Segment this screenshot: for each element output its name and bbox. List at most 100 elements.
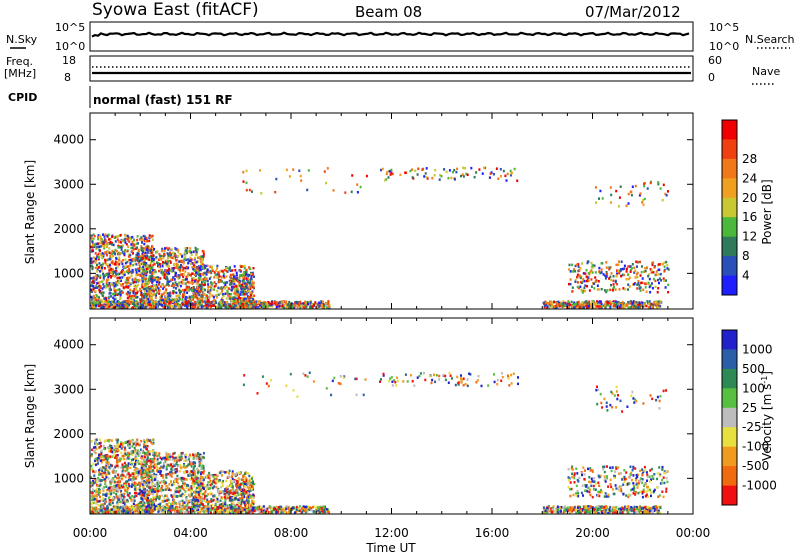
data-cell	[242, 285, 245, 288]
data-cell	[135, 293, 138, 296]
data-cell	[94, 277, 97, 281]
data-cell	[245, 181, 248, 185]
data-cell	[175, 264, 178, 267]
data-cell	[152, 258, 155, 262]
data-cell	[106, 234, 109, 238]
data-cell	[224, 292, 227, 296]
data-cell	[248, 188, 251, 192]
data-cell	[583, 289, 586, 293]
data-cell	[148, 289, 151, 293]
data-cell	[608, 277, 611, 280]
data-cell	[148, 239, 151, 243]
data-cell	[224, 281, 227, 284]
data-cell	[607, 304, 610, 307]
data-cell	[100, 291, 103, 295]
data-cell	[94, 446, 97, 449]
data-cell	[550, 300, 553, 304]
data-cell	[605, 261, 608, 264]
data-cell	[643, 182, 645, 185]
data-cell	[623, 273, 626, 277]
data-cell	[131, 481, 134, 485]
data-cell	[140, 495, 143, 499]
data-cell	[139, 493, 142, 497]
data-cell	[133, 499, 136, 502]
data-cell	[390, 168, 393, 172]
data-cell	[102, 493, 105, 496]
data-cell	[246, 289, 249, 292]
data-cell	[587, 279, 590, 283]
data-cell	[234, 301, 237, 305]
data-cell	[179, 298, 181, 301]
data-cell	[221, 302, 224, 306]
data-cell	[113, 485, 116, 488]
data-cell	[168, 488, 171, 491]
data-cell	[163, 249, 166, 252]
data-cell	[167, 269, 170, 272]
data-cell	[238, 302, 241, 305]
data-cell	[184, 266, 187, 270]
data-cell	[135, 494, 138, 498]
data-cell	[244, 270, 247, 274]
data-cell	[105, 303, 108, 306]
data-cell	[255, 304, 258, 307]
data-cell	[574, 264, 577, 268]
data-cell	[665, 279, 667, 282]
data-cell	[175, 298, 178, 302]
data-cell	[248, 289, 251, 292]
data-cell	[323, 170, 326, 173]
data-cell	[327, 303, 330, 307]
data-cell	[158, 452, 161, 455]
data-cell	[164, 295, 167, 298]
data-cell	[138, 501, 141, 505]
data-cell	[91, 301, 94, 305]
data-cell	[104, 482, 107, 486]
data-cell	[129, 262, 132, 265]
data-cell	[159, 472, 162, 475]
data-cell	[248, 282, 251, 285]
data-cell	[252, 281, 255, 284]
data-cell	[243, 271, 246, 274]
data-cell	[141, 303, 144, 307]
data-cell	[588, 289, 591, 292]
data-cell	[620, 274, 623, 278]
data-cell	[658, 273, 661, 276]
data-cell	[175, 262, 178, 266]
data-cell	[142, 306, 145, 310]
data-cell	[206, 279, 209, 283]
data-cell	[655, 270, 658, 273]
data-cell	[129, 264, 132, 268]
data-cell	[666, 263, 669, 267]
data-cell	[516, 179, 519, 182]
data-cell	[592, 266, 595, 269]
data-cell	[439, 173, 441, 177]
data-cell	[217, 280, 220, 284]
data-cell	[649, 268, 652, 271]
data-cell	[116, 252, 119, 256]
data-cell	[655, 303, 657, 306]
data-cell	[297, 301, 300, 304]
data-cell	[121, 445, 124, 449]
data-cell	[627, 265, 630, 268]
data-cell	[204, 264, 206, 268]
data-cell	[211, 294, 214, 297]
data-cell	[140, 460, 143, 463]
data-cell	[132, 306, 134, 309]
data-cell	[622, 273, 624, 277]
data-cell	[125, 243, 128, 246]
data-cell	[110, 492, 113, 496]
data-cell	[144, 487, 146, 491]
data-cell	[107, 462, 110, 466]
data-cell	[147, 439, 150, 442]
data-cell	[154, 296, 157, 299]
data-cell	[195, 271, 198, 274]
data-cell	[182, 278, 185, 282]
data-cell	[163, 461, 165, 465]
data-cell	[126, 260, 129, 264]
data-cell	[132, 298, 135, 302]
data-cell	[310, 303, 313, 306]
data-cell	[132, 478, 135, 481]
data-cell	[134, 482, 137, 485]
data-cell	[242, 180, 245, 183]
colorbar-swatch	[722, 236, 737, 257]
data-cell	[125, 300, 128, 303]
